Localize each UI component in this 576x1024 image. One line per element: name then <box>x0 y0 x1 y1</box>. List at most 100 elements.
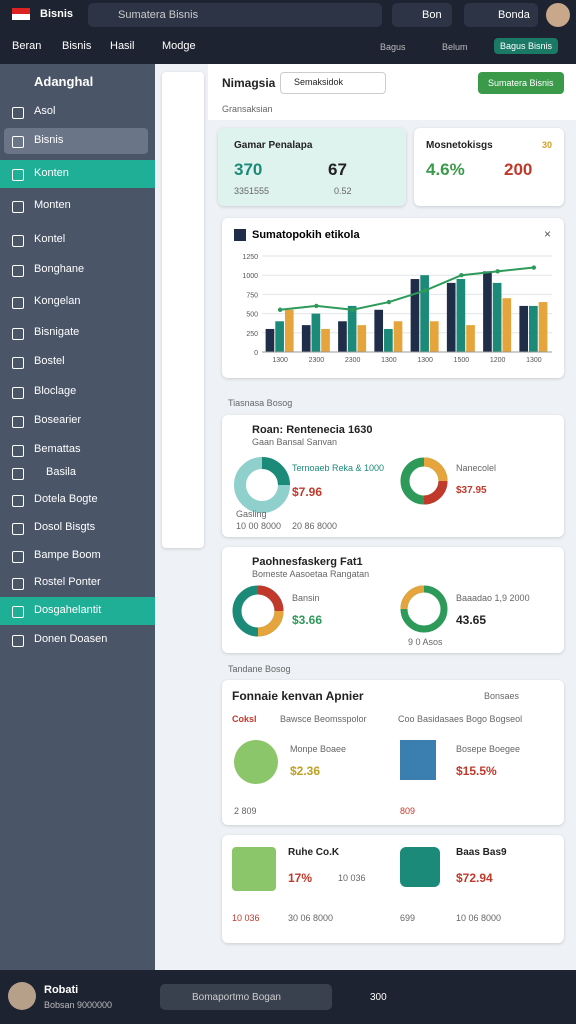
stat-card: Gamar Penalapa 370 67 3351555 0.52 <box>218 128 406 206</box>
label: 9 0 Asos <box>408 637 443 647</box>
select[interactable] <box>280 72 386 94</box>
user-sub: Bobsan 9000000 <box>44 1000 113 1010</box>
card: Fonnaie kenvan Apnier Bonsaes Coksl Baws… <box>222 680 564 825</box>
select-text: Semaksidok <box>294 77 344 87</box>
sidebar-item[interactable]: Bosearier <box>34 414 82 426</box>
sidebar-item[interactable]: Bloclage <box>34 385 77 397</box>
sidebar-item[interactable]: Bisnis <box>34 134 64 146</box>
illustration <box>400 847 440 887</box>
label: 10 036 <box>338 873 366 883</box>
user-chip[interactable] <box>392 3 452 27</box>
flag <box>12 8 30 20</box>
button[interactable] <box>478 72 564 94</box>
user-name: Bonda <box>498 9 530 21</box>
sidebar-item[interactable]: Bostel <box>34 355 65 367</box>
sidebar-item[interactable]: Basila <box>46 466 76 478</box>
action[interactable]: Belum <box>442 42 468 52</box>
sidebar-item[interactable]: Bampe Boom <box>34 549 101 561</box>
card: Roan: Rentenecia 1630 Gaan Bansal Sanvan… <box>222 415 564 537</box>
bar <box>429 321 439 352</box>
sidebar-item[interactable]: Rostel Ponter <box>34 576 101 588</box>
label: Baaadao 1,9 2000 <box>456 593 530 603</box>
y-tick-label: 500 <box>246 312 258 319</box>
count: 300 <box>370 992 387 1003</box>
sidebar-item[interactable]: Dotela Bogte <box>34 493 98 505</box>
nav-icon <box>12 495 24 507</box>
sidebar-item[interactable]: Dosol Bisgts <box>34 521 96 533</box>
tab[interactable]: Coo Basidasaes Bogo Bogseol <box>398 714 523 724</box>
card-title: Fonnaie kenvan Apnier <box>232 689 364 703</box>
bar <box>347 305 357 352</box>
tab[interactable]: Coksl <box>232 714 257 724</box>
sidebar-item[interactable]: Bonghane <box>34 263 85 275</box>
action[interactable]: Bagus <box>380 42 406 52</box>
sidebar-title: Adanghal <box>34 74 94 89</box>
y-tick-label: 250 <box>246 331 258 338</box>
search-text: Bomaportmo Bogan <box>192 992 281 1003</box>
bar <box>420 275 429 352</box>
close[interactable]: × <box>544 227 551 241</box>
stat-value: 370 <box>234 160 263 179</box>
stat-sub: 0.52 <box>334 186 352 196</box>
section-label: Tiasnasa Bosog <box>228 398 293 408</box>
value: $3.66 <box>292 613 323 627</box>
avatar[interactable] <box>546 3 570 27</box>
label: 2 809 <box>234 806 257 816</box>
bar <box>410 279 420 352</box>
card-title: Baas Bas9 <box>456 847 507 858</box>
bar <box>502 298 512 352</box>
search-text: Sumatera Bisnis <box>118 9 199 21</box>
sidebar-item[interactable]: Donen Doasen <box>34 633 108 645</box>
stat-title: Gamar Penalapa <box>234 140 313 151</box>
x-tick-label: 1500 <box>454 357 470 364</box>
bar <box>284 309 294 352</box>
bar <box>338 321 347 352</box>
bar <box>519 305 529 352</box>
bar <box>492 282 502 352</box>
sidebar-item[interactable]: Monten <box>34 199 71 211</box>
value: 43.65 <box>456 613 487 627</box>
line <box>280 266 534 311</box>
label: 20 86 8000 <box>292 521 338 531</box>
sidebar-item[interactable]: Kontel <box>34 233 66 245</box>
x-tick-label: 1300 <box>381 357 397 364</box>
illustration <box>232 847 276 891</box>
sidebar-item[interactable]: Bisnigate <box>34 326 80 338</box>
nav-icon <box>12 235 24 247</box>
line-point <box>277 307 283 312</box>
nav-item[interactable]: Bisnis <box>62 40 92 52</box>
card: Paohnesfaskerg Fat1 Bomeste Aasoetaa Ran… <box>222 547 564 653</box>
illustration <box>234 740 278 784</box>
illustration <box>400 740 436 780</box>
sidebar-item[interactable]: Bemattas <box>34 443 81 455</box>
chip[interactable]: Bonsaes <box>484 691 520 701</box>
stat-value: 200 <box>504 160 533 179</box>
x-tick-label: 1200 <box>490 357 506 364</box>
stat-value: 4.6% <box>426 160 465 179</box>
donut <box>232 585 284 637</box>
label: 10 06 8000 <box>456 913 502 923</box>
sidebar-item[interactable]: Kongelan <box>34 295 81 307</box>
action-button[interactable]: Bagus Bisnis <box>494 38 559 54</box>
sidebar-item[interactable]: Konten <box>34 167 69 179</box>
bar <box>265 328 275 352</box>
value: $72.94 <box>456 871 493 885</box>
search-box[interactable] <box>88 3 382 27</box>
nav-item[interactable]: Hasil <box>110 40 135 52</box>
line-point <box>495 269 500 274</box>
nav-item[interactable]: Modge <box>162 40 196 52</box>
x-tick-label: 1300 <box>272 357 288 364</box>
sidebar-item[interactable]: Asol <box>34 105 56 117</box>
donut <box>400 457 448 505</box>
search-box[interactable] <box>160 984 332 1010</box>
nav-icon <box>12 201 24 213</box>
bar <box>393 321 403 352</box>
page-title: Nimagsia <box>222 76 276 90</box>
nav-icon <box>12 357 24 369</box>
nav-item[interactable]: Beran <box>12 40 42 52</box>
user-chip[interactable] <box>464 3 538 27</box>
nav-icon <box>12 606 24 618</box>
y-tick-label: 750 <box>246 292 258 299</box>
label: Bosepe Boegee <box>456 744 521 754</box>
sidebar-item[interactable]: Dosgahelantit <box>34 604 102 616</box>
